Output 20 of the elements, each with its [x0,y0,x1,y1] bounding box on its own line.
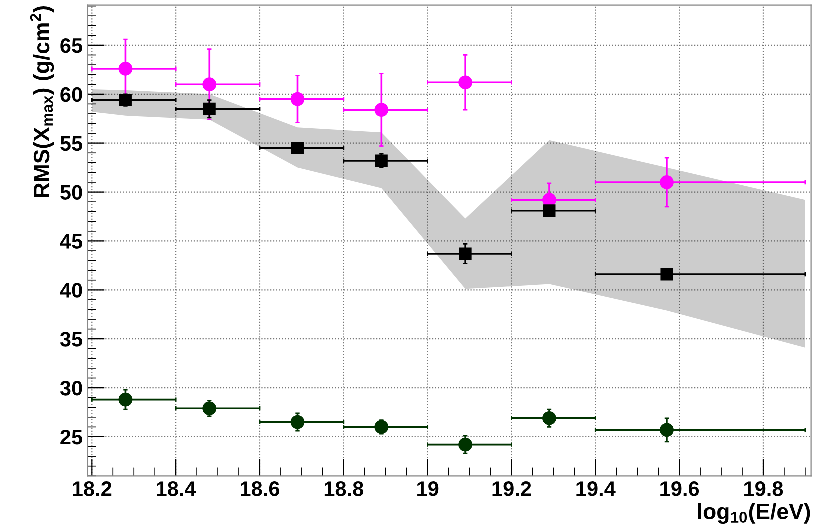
y-tick-label: 55 [60,136,83,152]
y-tick-label: 35 [60,332,83,347]
x-tick-label: 18.6 [241,482,280,496]
x-tick-label: 19.8 [744,482,784,496]
x-tick-label: 19.6 [660,482,700,496]
y-tick-label: 60 [60,87,82,102]
x-tick-label: 18.8 [324,482,364,496]
x-tick-label: 19 [418,482,439,496]
x-tick-label: 18.4 [157,482,196,496]
y-tick-label: 50 [60,185,82,200]
y-tick-label: 65 [60,38,83,54]
y-axis-title: RMS(X$_{max}$) (g/cm$^{2}$) [30,6,54,198]
y-tick-label: 45 [60,234,83,249]
y-tick-label: 40 [60,283,82,298]
x-tick-label: 19.4 [576,482,616,496]
x-tick-label: 19.2 [492,482,532,496]
y-tick-label: 30 [60,381,82,396]
x-axis-title: log$_{10}$(E/eV) [698,503,810,524]
y-tick-label: 25 [60,430,83,445]
x-tick-label: 18.2 [73,482,112,496]
